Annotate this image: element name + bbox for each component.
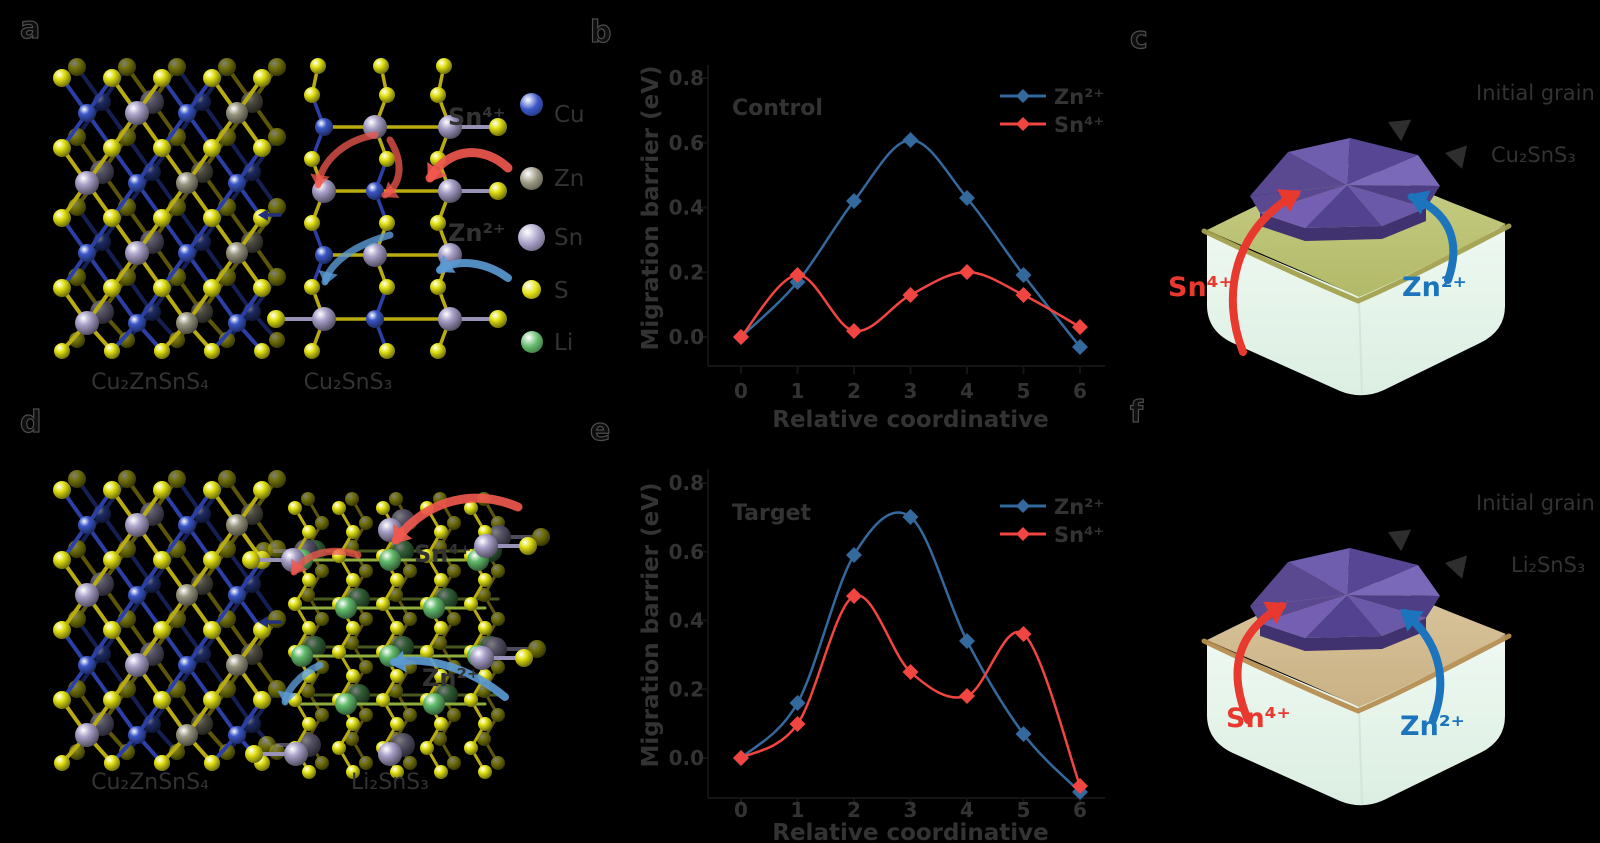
ctrl-annotation-arrowheads [1388,119,1468,169]
svg-text:0.8: 0.8 [669,471,704,495]
svg-text:0.2: 0.2 [669,260,704,284]
target-grain-illustration [1201,529,1512,806]
control-chart: 0.0 0.2 0.4 0.6 0.8 0 1 2 3 4 5 6 Migration barrier … [638,65,1105,433]
svg-text:6: 6 [1073,379,1087,403]
zn-ion-label-d: Zn²⁺ [422,664,480,692]
tgt-annotation-arrowheads [1388,529,1468,579]
sn-ion-label-d: Sn⁴⁺ [414,540,472,568]
svg-text:5: 5 [1017,379,1031,403]
sn-migration-arrows-a [310,131,513,199]
svg-text:0.0: 0.0 [669,746,704,770]
control-title: Control [732,96,823,121]
sn-legend-label: Sn [554,225,584,251]
panel-label-f: f [1129,395,1144,430]
target-legend: Zn²⁺ Sn⁴⁺ [1000,495,1104,547]
svg-text:4: 4 [960,379,974,403]
target-chart: 0.0 0.2 0.4 0.6 0.8 0 1 2 3 4 5 6 Migration barrier … [638,469,1105,843]
svg-text:Zn²⁺: Zn²⁺ [1054,85,1104,109]
svg-text:2: 2 [847,379,861,403]
structure-label-czts-a: Cu₂ZnSnS₄ [91,370,209,395]
zn-atom-icon [520,167,543,190]
panel-label-e: e [589,413,611,448]
s-atom-icon [522,280,541,299]
panel-label-b: b [589,15,612,50]
control-series-sn [733,264,1088,345]
control-grain-illustration [1201,119,1512,396]
sn-ion-label-c: Sn⁴⁺ [1168,272,1233,303]
structure-label-cu2sns3: Cu₂SnS₃ [303,370,393,395]
target-tick-labels: 0.0 0.2 0.4 0.6 0.8 0 1 2 3 4 5 6 [669,471,1087,822]
cu-legend-label: Cu [554,102,585,128]
tgt-sn-arrow [1233,601,1287,724]
svg-text:0.8: 0.8 [669,66,704,90]
structure-label-czts-d: Cu₂ZnSnS₄ [91,770,209,795]
control-legend: Zn²⁺ Sn⁴⁺ [1000,85,1104,137]
svg-text:3: 3 [904,798,918,822]
target-series-zn [733,509,1088,800]
target-title: Target [732,501,812,526]
li-atom-icon [521,331,543,353]
sn-migration-arrows-d [290,493,523,576]
tgt-zn-arrow [1400,609,1445,724]
initial-grain-label-c: Initial grain [1476,81,1595,105]
svg-text:6: 6 [1073,798,1087,822]
target-xlabel: Relative coordinative [772,820,1048,843]
transfer-arrow-d [258,616,282,628]
zn-migration-arrows-a [318,231,512,286]
ctrl-zn-arrow [1407,190,1458,284]
ctrl-sn-arrow [1228,189,1301,356]
svg-text:0.6: 0.6 [669,131,704,155]
zn-ion-label-c: Zn²⁺ [1402,272,1467,303]
svg-text:0.0: 0.0 [669,325,704,349]
control-ylabel: Migration barrier (eV) [638,65,664,350]
layer-label-f: Li₂SnS₃ [1511,553,1586,577]
transfer-arrow-a [258,209,282,221]
panel-a-structures [53,58,513,359]
cu-atom-icon [520,93,543,116]
panel-label-c: c [1129,21,1148,56]
svg-text:4: 4 [960,798,974,822]
czts-lattice [53,481,271,771]
svg-text:1: 1 [791,798,805,822]
zn-migration-arrows-d [277,650,509,706]
svg-text:5: 5 [1017,798,1031,822]
control-axes [700,65,1105,374]
ctrl-grain [1250,138,1440,241]
svg-text:Zn²⁺: Zn²⁺ [1054,495,1104,519]
target-series-sn [733,588,1088,794]
sn-ion-label-a: Sn⁴⁺ [448,103,506,131]
svg-text:0.4: 0.4 [669,196,704,220]
svg-text:0.2: 0.2 [669,677,704,701]
control-series-zn [733,132,1088,355]
target-ylabel: Migration barrier (eV) [638,482,664,767]
svg-text:2: 2 [847,798,861,822]
svg-text:0: 0 [734,379,748,403]
s-legend-label: S [554,278,569,304]
svg-text:1: 1 [791,379,805,403]
sn-ion-label-f: Sn⁴⁺ [1226,703,1291,734]
tgt-grain [1250,548,1440,651]
structure-label-li2sns3: Li₂SnS₃ [351,770,429,795]
panel-d-structures [53,470,550,779]
panel-label-d: d [19,405,42,440]
svg-text:Sn⁴⁺: Sn⁴⁺ [1054,113,1104,137]
svg-text:0: 0 [734,798,748,822]
svg-text:Sn⁴⁺: Sn⁴⁺ [1054,523,1104,547]
zn-legend-label: Zn [554,166,585,192]
czts-lattice [53,69,271,359]
svg-text:0.4: 0.4 [669,609,704,633]
zn-ion-label-a: Zn²⁺ [448,219,506,247]
layer-label-c: Cu₂SnS₃ [1491,143,1576,167]
target-axes [700,469,1105,806]
zn-ion-label-f: Zn²⁺ [1400,711,1465,742]
initial-grain-label-f: Initial grain [1476,491,1595,515]
control-tick-labels: 0.0 0.2 0.4 0.6 0.8 0 1 2 3 4 5 6 [669,66,1087,403]
panel-label-a: a [19,11,41,46]
svg-text:0.6: 0.6 [669,540,704,564]
sn-atom-icon [518,224,545,251]
control-xlabel: Relative coordinative [772,407,1048,433]
li-legend-label: Li [554,330,574,356]
svg-text:3: 3 [904,379,918,403]
